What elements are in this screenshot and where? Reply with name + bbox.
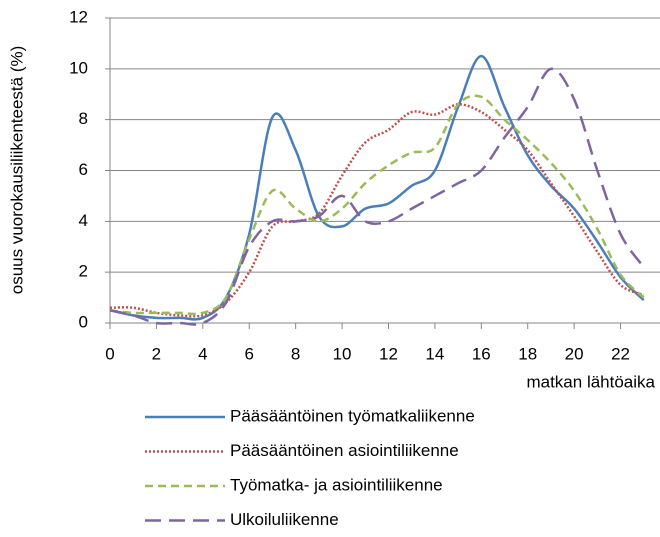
y-tick-label: 4 bbox=[79, 211, 88, 230]
x-tick-label: 12 bbox=[379, 344, 398, 363]
series-line bbox=[109, 94, 645, 316]
series-line bbox=[109, 54, 645, 321]
y-tick-label: 12 bbox=[69, 7, 88, 26]
y-axis-label: osuus vuorokausiliikenteestä (%) bbox=[7, 46, 26, 295]
x-tick-label: 18 bbox=[518, 344, 537, 363]
y-tick-label: 6 bbox=[79, 160, 88, 179]
legend-label: Pääsääntöinen asiointiliikenne bbox=[230, 441, 459, 460]
series-line bbox=[109, 103, 645, 318]
x-tick-label: 16 bbox=[472, 344, 491, 363]
x-tick-label: 22 bbox=[611, 344, 630, 363]
x-tick-label: 8 bbox=[291, 344, 300, 363]
y-tick-label: 2 bbox=[79, 262, 88, 281]
x-tick-label: 20 bbox=[565, 344, 584, 363]
x-axis-label: matkan lähtöaika bbox=[526, 372, 655, 391]
x-tick-label: 4 bbox=[198, 344, 207, 363]
y-tick-label: 0 bbox=[79, 312, 88, 331]
x-tick-label: 14 bbox=[425, 344, 444, 363]
legend-label: Työmatka- ja asiointiliikenne bbox=[230, 475, 443, 494]
y-tick-label: 8 bbox=[79, 109, 88, 128]
y-tick-label: 10 bbox=[69, 58, 88, 77]
x-tick-label: 0 bbox=[105, 344, 114, 363]
x-tick-label: 10 bbox=[333, 344, 352, 363]
x-tick-label: 2 bbox=[152, 344, 161, 363]
legend-label: Ulkoiluliikenne bbox=[230, 510, 339, 529]
x-tick-label: 6 bbox=[245, 344, 254, 363]
legend-label: Pääsääntöinen työmatkaliikenne bbox=[230, 406, 475, 425]
series-line bbox=[109, 67, 645, 326]
